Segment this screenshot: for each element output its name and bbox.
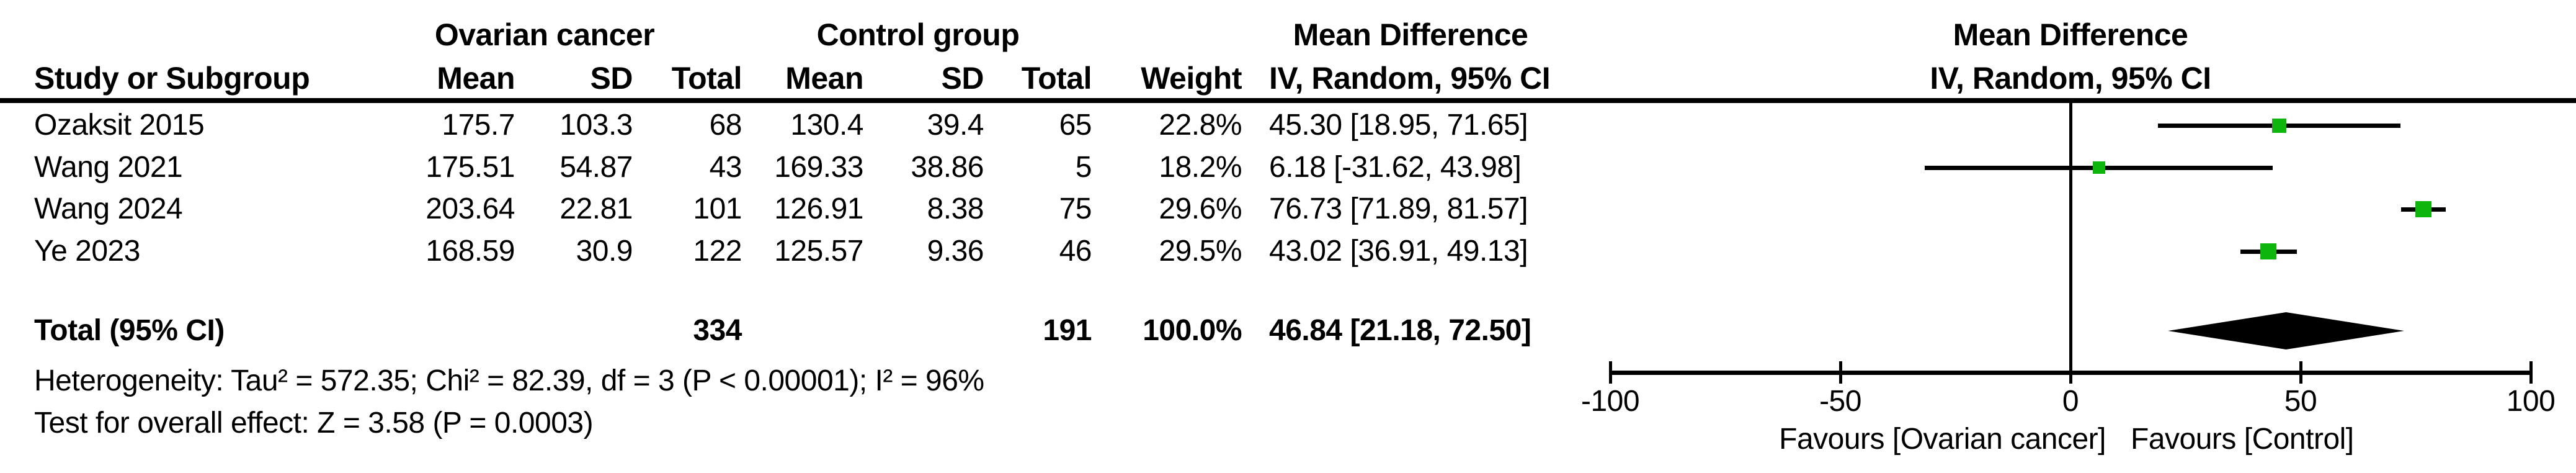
group2-mean-cell: 126.91 bbox=[774, 192, 863, 225]
md-ci-cell: 43.02 [36.91, 49.13] bbox=[1269, 235, 1528, 268]
group1-total-cell: 101 bbox=[693, 192, 742, 225]
group1-mean-cell: 203.64 bbox=[426, 192, 515, 225]
group2-sd-cell: 39.4 bbox=[927, 109, 984, 142]
effect-square bbox=[2272, 119, 2286, 133]
weight-cell: 22.8% bbox=[1159, 109, 1242, 142]
col-header-ci: IV, Random, 95% CI bbox=[1269, 61, 1551, 96]
axis-tick bbox=[2069, 361, 2072, 384]
group1-total-cell: 68 bbox=[709, 109, 742, 142]
axis-tick bbox=[1609, 361, 1612, 384]
col-header-total1: Total bbox=[671, 61, 742, 96]
total-study-name-cell: Total (95% CI) bbox=[34, 314, 225, 347]
study-name-cell: Ozaksit 2015 bbox=[34, 109, 205, 142]
table-row: Ozaksit 2015 175.7 103.3 68 130.4 39.4 65 22.8%… bbox=[0, 110, 1644, 141]
col-header-weight: Weight bbox=[1141, 61, 1242, 96]
weight-cell: 18.2% bbox=[1159, 151, 1242, 184]
col-header-mean1: Mean bbox=[437, 61, 515, 96]
group2-total-cell: 65 bbox=[1059, 109, 1092, 142]
total-row: Total (95% CI) 334 191 100.0% 46.84 [21.18, … bbox=[0, 315, 1644, 346]
group1-mean-cell: 168.59 bbox=[426, 235, 515, 268]
group2-mean-cell: 130.4 bbox=[790, 109, 863, 142]
overall-effect-stats: Test for overall effect: Z = 3.58 (P = 0… bbox=[34, 407, 594, 439]
group2-sd-cell: 8.38 bbox=[927, 192, 984, 225]
group2-total-cell: 5 bbox=[1075, 151, 1092, 184]
total-group1-total-cell: 334 bbox=[693, 314, 742, 347]
axis-tick-label: 0 bbox=[2062, 385, 2079, 418]
md-column-header-line1: Mean Difference bbox=[1293, 17, 1528, 52]
group2-mean-cell: 125.57 bbox=[774, 235, 863, 268]
total-md-ci-cell: 46.84 [21.18, 72.50] bbox=[1269, 314, 1531, 347]
group2-sd-cell: 9.36 bbox=[927, 235, 984, 268]
group2-total-cell: 75 bbox=[1059, 192, 1092, 225]
axis-tick bbox=[2529, 361, 2533, 384]
weight-cell: 29.6% bbox=[1159, 192, 1242, 225]
group1-total-cell: 122 bbox=[693, 235, 742, 268]
favours-left-label: Favours [Ovarian cancer] bbox=[1779, 423, 2106, 456]
plot-header-line2: IV, Random, 95% CI bbox=[1930, 61, 2211, 96]
group2-total-cell: 46 bbox=[1059, 235, 1092, 268]
group1-sd-cell: 22.81 bbox=[559, 192, 633, 225]
axis-tick-label: 100 bbox=[2506, 385, 2556, 418]
md-ci-cell: 76.73 [71.89, 81.57] bbox=[1269, 192, 1528, 225]
col-header-total2: Total bbox=[1021, 61, 1092, 96]
favours-right-label: Favours [Control] bbox=[2131, 423, 2354, 456]
md-ci-cell: 45.30 [18.95, 71.65] bbox=[1269, 109, 1528, 142]
axis-tick bbox=[1839, 361, 1842, 384]
study-name-cell: Wang 2021 bbox=[34, 151, 183, 184]
col-header-mean2: Mean bbox=[785, 61, 863, 96]
axis-tick-label: -50 bbox=[1819, 385, 1861, 418]
group2-sd-cell: 38.86 bbox=[911, 151, 984, 184]
group1-header: Ovarian cancer bbox=[434, 17, 655, 52]
group1-sd-cell: 54.87 bbox=[559, 151, 633, 184]
plot-header-line1: Mean Difference bbox=[1953, 17, 2188, 52]
group1-mean-cell: 175.7 bbox=[442, 109, 515, 142]
total-group2-total-cell: 191 bbox=[1043, 314, 1092, 347]
axis-tick bbox=[2299, 361, 2302, 384]
group1-mean-cell: 175.51 bbox=[426, 151, 515, 184]
effect-square bbox=[2260, 243, 2276, 259]
study-name-cell: Wang 2024 bbox=[34, 192, 183, 225]
group1-sd-cell: 103.3 bbox=[559, 109, 633, 142]
axis-tick-label: -100 bbox=[1580, 385, 1640, 418]
col-header-sd2: SD bbox=[941, 61, 984, 96]
col-header-sd1: SD bbox=[590, 61, 633, 96]
total-weight-cell: 100.0% bbox=[1143, 314, 1242, 347]
zero-line bbox=[2069, 103, 2072, 372]
pooled-diamond bbox=[2168, 312, 2404, 349]
heterogeneity-stats: Heterogeneity: Tau² = 572.35; Chi² = 82.… bbox=[34, 364, 984, 397]
md-ci-cell: 6.18 [-31.62, 43.98] bbox=[1269, 151, 1522, 184]
table-row: Ye 2023 168.59 30.9 122 125.57 9.36 46 29.5% 43.… bbox=[0, 236, 1644, 267]
weight-cell: 29.5% bbox=[1159, 235, 1242, 268]
header-rule bbox=[0, 98, 2576, 103]
study-name-cell: Ye 2023 bbox=[34, 235, 140, 268]
table-row: Wang 2024 203.64 22.81 101 126.91 8.38 75 29.6%… bbox=[0, 194, 1644, 225]
group2-mean-cell: 169.33 bbox=[774, 151, 863, 184]
axis-tick-label: 50 bbox=[2284, 385, 2317, 418]
group1-total-cell: 43 bbox=[709, 151, 742, 184]
effect-square bbox=[2415, 201, 2431, 217]
col-header-study: Study or Subgroup bbox=[34, 61, 310, 96]
group2-header: Control group bbox=[816, 17, 1020, 52]
table-row: Wang 2021 175.51 54.87 43 169.33 38.86 5 18.2% 6… bbox=[0, 152, 1644, 183]
effect-square bbox=[2093, 161, 2105, 174]
group1-sd-cell: 30.9 bbox=[576, 235, 633, 268]
